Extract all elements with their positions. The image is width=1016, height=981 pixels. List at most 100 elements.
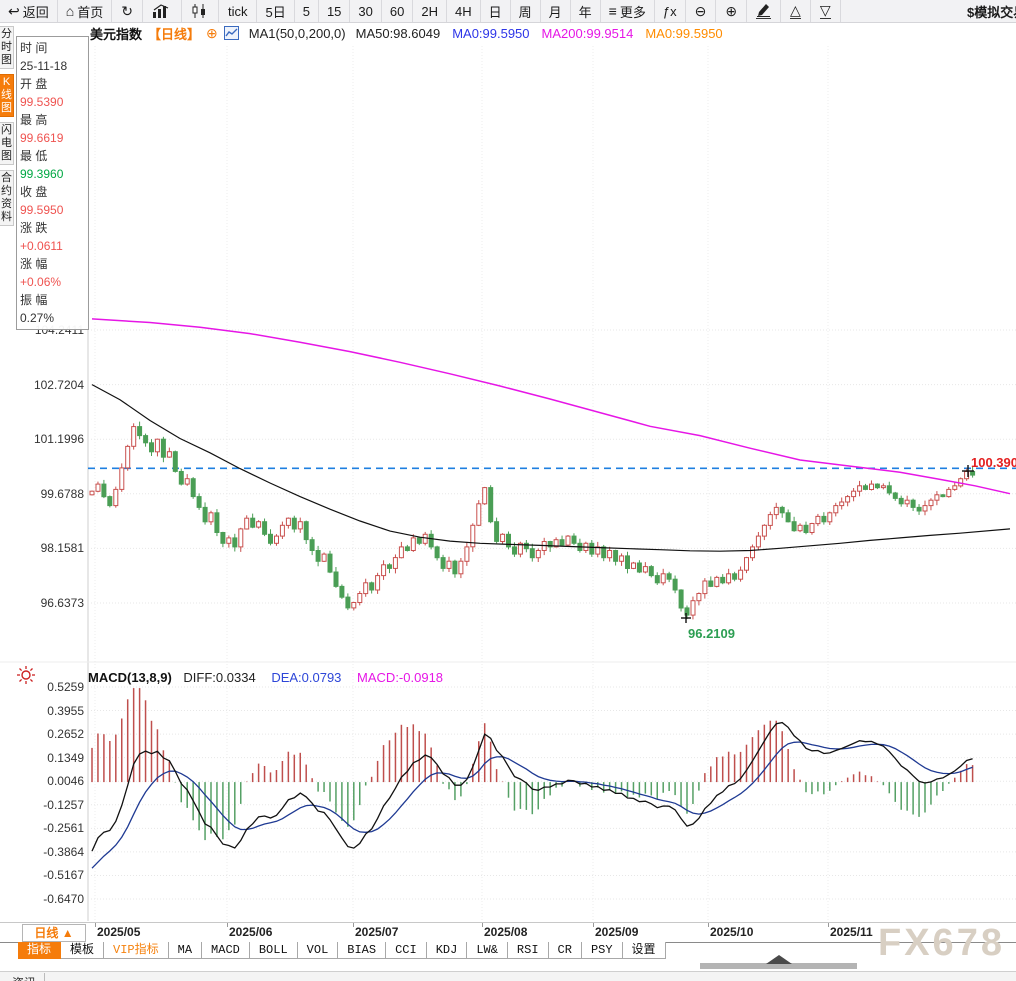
period-month-button-label: 月 — [548, 4, 562, 20]
info-value-4: 99.5950 — [20, 203, 64, 217]
period-30-button[interactable]: 30 — [350, 0, 382, 22]
period-2h-button-label: 2H — [421, 3, 438, 19]
ma-values: MA50:98.6049 MA0:99.5950 MA200:99.9514 MA0:… — [356, 26, 723, 41]
ma-settings-label: MA1(50,0,200,0) — [248, 25, 346, 41]
period-5-button[interactable]: 5 — [295, 0, 319, 22]
indicator-tab-CCI[interactable]: CCI — [386, 942, 427, 959]
zoom-in-button[interactable]: ⊕ — [716, 0, 748, 22]
x-tickmark-6 — [828, 923, 829, 927]
period-week-button-label: 周 — [518, 4, 532, 20]
bottom-bar: 资讯 — [0, 971, 1016, 981]
x-label-2: 2025/07 — [355, 925, 399, 939]
period-tick-button[interactable]: tick — [219, 0, 258, 22]
main-ytick-3: 99.6788 — [40, 486, 84, 501]
more-icon: ≡ — [608, 3, 617, 19]
indicators-fx-button-label: ƒx — [662, 3, 677, 19]
macd-ytick-2: 0.2652 — [47, 727, 84, 742]
period-year-button[interactable]: 年 — [571, 0, 601, 22]
period-15-button[interactable]: 15 — [319, 0, 351, 22]
sidebar-tab-分时图[interactable]: 分时图 — [0, 26, 14, 69]
period-tick-button-label: tick — [227, 3, 248, 19]
indicator-tab-VIP指标[interactable]: VIP指标 — [104, 942, 169, 959]
back-button[interactable]: ↩ 返回 — [0, 0, 58, 22]
chart-scrollbar — [0, 955, 1016, 971]
indicator-tab-模板[interactable]: 模板 — [61, 942, 105, 959]
period-4h-button[interactable]: 4H — [447, 0, 481, 22]
indicator-tab-MA[interactable]: MA — [168, 942, 203, 959]
indicator-tab-PSY[interactable]: PSY — [581, 942, 623, 959]
indicator-settings-icon[interactable] — [16, 665, 36, 685]
chart-style-icon[interactable] — [223, 26, 239, 40]
macd-header: MACD(13,8,9) DIFF:0.0334 DEA:0.0793 MACD… — [88, 670, 443, 685]
period-5d-button[interactable]: 5日 — [257, 0, 295, 22]
zoom-out-button[interactable]: ⊖ — [686, 0, 717, 22]
indicators-fx-button[interactable]: ƒx — [655, 0, 686, 22]
info-label-6: 涨 幅 — [20, 257, 48, 271]
refresh-button[interactable]: ↻ — [112, 0, 143, 22]
period-5-button-label: 5 — [302, 3, 310, 19]
period-day-button-label: 日 — [488, 4, 502, 20]
x-label-1: 2025/06 — [229, 925, 273, 939]
period-15-button-label: 15 — [326, 3, 342, 19]
scrollbar-handle[interactable] — [700, 963, 857, 969]
quote-info-panel: 时 间 25-11-18 开 盘 99.5390 最 高 99.6619 最 低 99.396… — [16, 36, 89, 330]
period-day-button[interactable]: 日 — [481, 0, 511, 22]
ma-value-0: MA50:98.6049 — [355, 25, 441, 41]
x-tickmark-2 — [353, 923, 354, 927]
bar-chart-button[interactable] — [143, 0, 182, 22]
x-tickmark-1 — [227, 923, 228, 927]
period-year-button-label: 年 — [578, 4, 592, 20]
info-value-7: 0.27% — [20, 311, 55, 325]
sim-trade-button[interactable]: $模拟交易 — [958, 0, 1016, 22]
indicator-tab-CR[interactable]: CR — [548, 942, 582, 959]
indicator-tab-MACD[interactable]: MACD — [202, 942, 250, 959]
panel-down-button[interactable]: ▽ — [811, 0, 841, 22]
info-label-0: 时 间 — [20, 41, 48, 55]
more-button[interactable]: ≡ 更多 — [601, 0, 655, 22]
sidebar-tab-闪电图[interactable]: 闪电图 — [0, 122, 14, 165]
x-label-4: 2025/09 — [595, 925, 639, 939]
info-value-3: 99.3960 — [20, 167, 64, 181]
indicator-tab-VOL[interactable]: VOL — [297, 942, 339, 959]
sidebar-tab-合约资料[interactable]: 合约资料 — [0, 170, 14, 226]
low-point-label: 96.2109 — [688, 626, 735, 641]
period-selector-button[interactable]: 日线 ▲ — [22, 924, 86, 942]
period-month-button[interactable]: 月 — [541, 0, 571, 22]
add-icon[interactable]: ⊕ — [206, 24, 218, 41]
price-line-label: 100.390 — [971, 455, 1016, 470]
panel-down-icon: ▽ — [819, 2, 831, 19]
indicator-tab-指标[interactable]: 指标 — [18, 942, 62, 959]
indicator-tab-LW&[interactable]: LW& — [467, 942, 508, 959]
draw-button[interactable] — [747, 0, 782, 22]
period-60-button[interactable]: 60 — [382, 0, 414, 22]
info-value-6: +0.06% — [20, 275, 62, 289]
info-value-2: 99.6619 — [20, 131, 64, 145]
indicator-tab-KDJ[interactable]: KDJ — [426, 942, 468, 959]
panel-up-icon: △ — [790, 2, 801, 19]
period-2h-button[interactable]: 2H — [413, 0, 447, 22]
panel-up-button[interactable]: △ — [781, 0, 811, 22]
period-60-button-label: 60 — [389, 3, 405, 19]
macd-macd-value: MACD:-0.0918 — [357, 670, 444, 685]
indicator-tab-BOLL[interactable]: BOLL — [249, 942, 298, 959]
scrollbar-expand-icon[interactable] — [766, 955, 792, 964]
macd-ytick-7: -0.3864 — [43, 844, 84, 859]
period-week-button[interactable]: 周 — [511, 0, 541, 22]
indicator-tab-BIAS[interactable]: BIAS — [338, 942, 387, 959]
news-tab[interactable]: 资讯 — [8, 973, 46, 981]
refresh-icon: ↻ — [121, 3, 133, 19]
indicator-tab-RSI[interactable]: RSI — [507, 942, 549, 959]
watermark-logo: FX678 — [878, 922, 1005, 964]
info-label-2: 最 高 — [20, 113, 48, 127]
home-button[interactable]: ⌂ 首页 — [58, 0, 113, 22]
instrument-header: 美元指数 【日线】 ⊕ MA1(50,0,200,0) MA50:98.6049… — [90, 24, 723, 42]
zoom-out-icon: ⊖ — [694, 3, 707, 19]
candlestick-button[interactable] — [182, 0, 219, 22]
info-value-5: +0.0611 — [20, 239, 63, 253]
indicator-tab-设置[interactable]: 设置 — [622, 942, 666, 959]
instrument-period: 【日线】 — [148, 26, 201, 42]
info-value-0: 25-11-18 — [20, 59, 68, 73]
